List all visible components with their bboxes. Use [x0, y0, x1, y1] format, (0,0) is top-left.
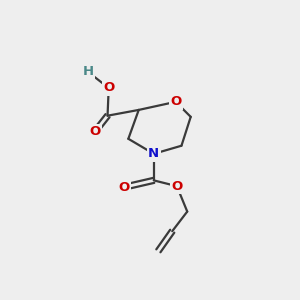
- Text: O: O: [118, 181, 129, 194]
- Text: H: H: [82, 65, 94, 78]
- Text: O: O: [171, 180, 182, 193]
- Text: O: O: [103, 82, 114, 94]
- Text: O: O: [89, 125, 100, 138]
- Text: O: O: [170, 95, 181, 108]
- Text: N: N: [148, 147, 159, 160]
